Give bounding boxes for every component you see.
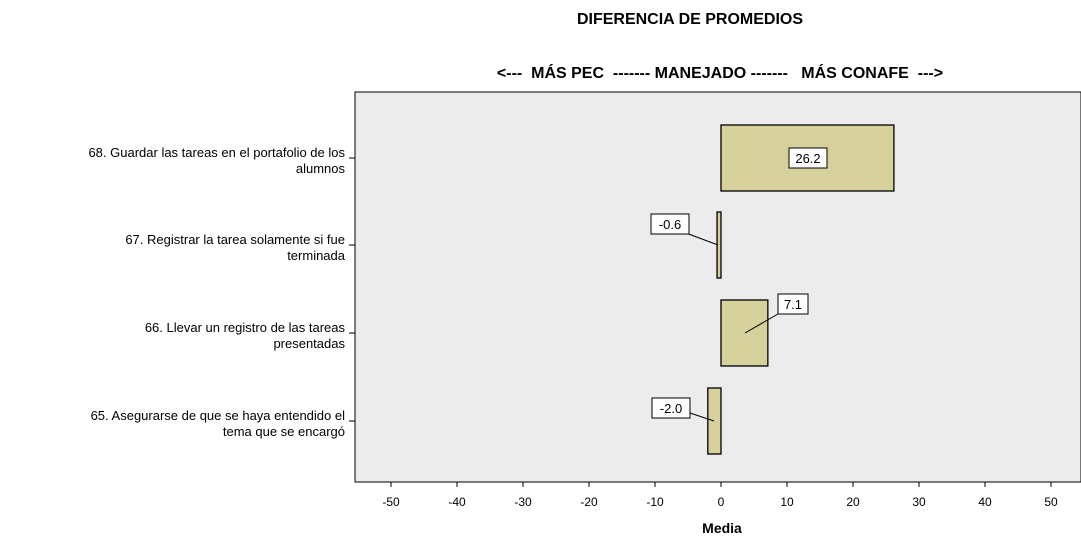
x-tick-label: -40 — [448, 495, 466, 509]
category-label: tema que se encargó — [223, 424, 345, 439]
data-label-leader — [744, 313, 779, 334]
data-label: 26.2 — [795, 151, 820, 166]
chart-subtitle: <--- MÁS PEC ------- MANEJADO ------- MÁ… — [497, 63, 943, 82]
x-axis-label: Media — [702, 520, 742, 536]
category-label: presentadas — [273, 336, 345, 351]
x-axis: -50 -40 -30 -20 -10 0 10 20 30 40 50 — [382, 482, 1058, 509]
x-tick-label: 40 — [978, 495, 992, 509]
x-tick-label: -50 — [382, 495, 400, 509]
category-label: 65. Asegurarse de que se haya entendido … — [91, 408, 346, 423]
x-tick-label: -10 — [646, 495, 664, 509]
data-label-box — [788, 147, 828, 169]
data-label: -2.0 — [660, 401, 682, 416]
data-label-box — [777, 293, 809, 315]
data-labels: 26.2 -0.6 7.1 -2.0 — [650, 147, 828, 422]
category-label: 67. Registrar la tarea solamente si fue — [125, 232, 345, 247]
x-tick-label: -20 — [580, 495, 598, 509]
x-tick-label: 0 — [718, 495, 725, 509]
data-label: 7.1 — [784, 297, 802, 312]
bar — [720, 299, 769, 367]
category-label: alumnos — [296, 161, 346, 176]
x-tick-label: 20 — [846, 495, 860, 509]
category-labels: 68. Guardar las tareas en el portafolio … — [88, 145, 355, 439]
data-label-box — [651, 397, 691, 419]
category-label: 68. Guardar las tareas en el portafolio … — [88, 145, 345, 160]
x-tick-label: 30 — [912, 495, 926, 509]
data-label: -0.6 — [659, 217, 681, 232]
data-label-box — [650, 213, 690, 235]
chart-title: DIFERENCIA DE PROMEDIOS — [577, 11, 803, 28]
bar — [707, 387, 722, 455]
data-label-leader — [686, 411, 715, 422]
category-label: terminada — [287, 248, 346, 263]
x-tick-label: -30 — [514, 495, 532, 509]
category-label: 66. Llevar un registro de las tareas — [145, 320, 346, 335]
data-label-leader — [685, 232, 719, 246]
x-tick-label: 10 — [780, 495, 794, 509]
x-tick-label: 50 — [1044, 495, 1058, 509]
